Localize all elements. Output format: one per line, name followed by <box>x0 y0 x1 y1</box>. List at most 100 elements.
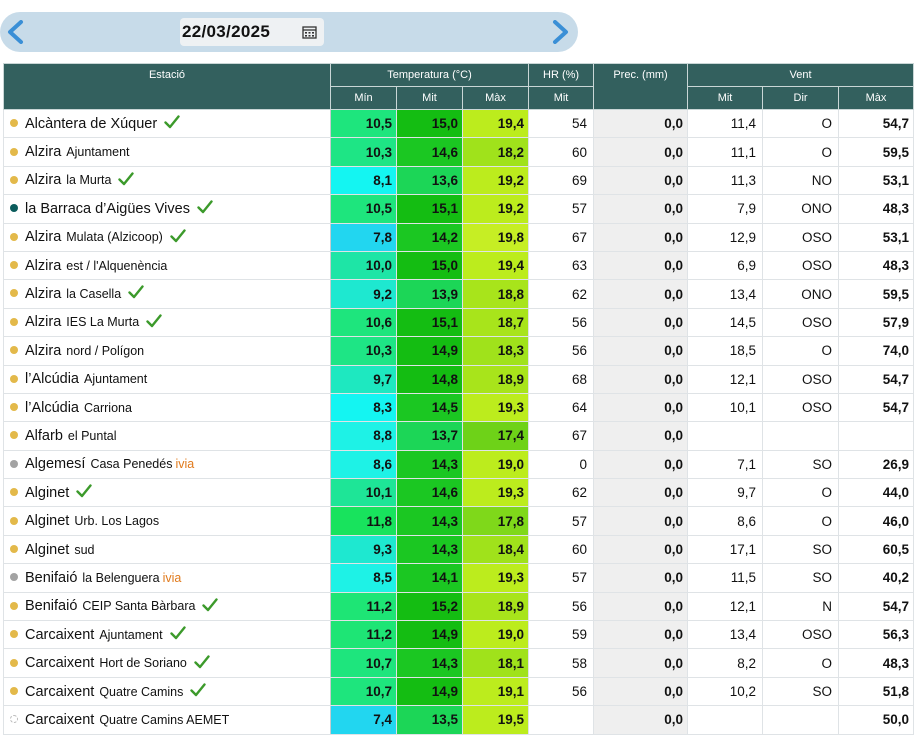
station-name[interactable]: l’Alcúdia <box>25 399 79 416</box>
station-cell[interactable]: Alzira est / l'Alquenència <box>3 250 331 281</box>
station-name[interactable]: Alzira <box>25 314 62 331</box>
previous-day-button[interactable] <box>0 12 30 52</box>
table-row[interactable]: Carcaixent Quatre Camins 10,7 14,9 19,1 56 0,0… <box>3 676 914 707</box>
table-row[interactable]: Alfarb el Puntal 8,8 13,7 17,4 67 0,0 <box>3 421 914 451</box>
station-name[interactable]: Carcaixent <box>25 683 95 700</box>
header-temperature[interactable]: Temperatura (°C) <box>329 63 530 87</box>
station-location[interactable]: IES La Murta <box>66 315 140 330</box>
header-hr-mit[interactable]: Mit <box>528 86 595 110</box>
station-location[interactable]: Carriona <box>84 400 132 415</box>
station-location[interactable]: est / l'Alquenència <box>66 258 168 273</box>
table-row[interactable]: Alzira est / l'Alquenència 10,0 15,0 19,4 63 0… <box>3 250 914 281</box>
station-name[interactable]: Alzira <box>25 172 62 189</box>
station-cell[interactable]: l’Alcúdia Carriona <box>3 392 331 423</box>
station-name[interactable]: Alginet <box>25 513 70 530</box>
table-row[interactable]: Alzira la Murta 8,1 13,6 19,2 69 0,0 11,3 NO 53,1 <box>3 165 914 196</box>
station-location[interactable]: Quatre Camins <box>99 684 184 699</box>
station-cell[interactable]: Alzira la Murta <box>3 165 331 196</box>
station-cell[interactable]: Carcaixent Quatre Camins AEMET <box>3 705 331 735</box>
station-cell[interactable]: Carcaixent Ajuntament <box>3 620 331 650</box>
station-name[interactable]: Alginet <box>25 541 70 558</box>
station-name[interactable]: Alzira <box>25 342 62 359</box>
station-location[interactable]: la Casella <box>66 287 122 302</box>
station-cell[interactable]: Alzira la Casella <box>3 279 331 309</box>
table-row[interactable]: Alginet sud 9,3 14,3 18,4 60 0,0 17,1 SO 60,5 <box>3 534 914 565</box>
station-location[interactable]: Quatre Camins AEMET <box>99 712 230 727</box>
table-row[interactable]: Algemesí Casa Penedés ivia 8,6 14,3 19,0 0 0,0 7… <box>3 449 914 480</box>
header-temp-mit[interactable]: Mit <box>396 86 463 110</box>
station-name[interactable]: Carcaixent <box>25 655 95 672</box>
station-location[interactable]: Urb. Los Lagos <box>74 514 160 529</box>
station-cell[interactable]: Alzira IES La Murta <box>3 307 331 338</box>
header-precipitation[interactable]: Prec. (mm) <box>593 63 689 110</box>
station-cell[interactable]: Alcàntera de Xúquer <box>3 108 331 139</box>
table-row[interactable]: Benifaió la Belenguera ivia 8,5 14,1 19,3 57 0,… <box>3 563 914 593</box>
station-location[interactable]: Casa Penedés <box>90 457 173 472</box>
station-name[interactable]: Alcàntera de Xúquer <box>25 115 158 132</box>
header-station[interactable]: Estació <box>3 63 331 110</box>
next-day-button[interactable] <box>546 12 576 52</box>
station-cell[interactable]: Alginet Urb. Los Lagos <box>3 506 331 536</box>
station-name[interactable]: Alzira <box>25 257 62 274</box>
station-name[interactable]: Benifaió <box>25 569 78 586</box>
table-row[interactable]: l’Alcúdia Carriona 8,3 14,5 19,3 64 0,0 10,1 OSO… <box>3 392 914 423</box>
station-location[interactable]: Hort de Soriano <box>99 656 187 671</box>
table-row[interactable]: Alzira nord / Polígon 10,3 14,9 18,3 56 0,0 18,… <box>3 336 914 366</box>
table-row[interactable]: Carcaixent Hort de Soriano 10,7 14,3 18,1 58 0… <box>3 648 914 678</box>
table-row[interactable]: Alcàntera de Xúquer 10,5 15,0 19,4 54 0,0 11,4… <box>3 108 914 139</box>
station-cell[interactable]: Alginet sud <box>3 534 331 565</box>
header-humidity[interactable]: HR (%) <box>528 63 595 87</box>
station-location[interactable]: la Belenguera <box>82 570 160 585</box>
table-row[interactable]: Carcaixent Quatre Camins AEMET 7,4 13,5 19,5… <box>3 705 914 735</box>
table-row[interactable]: Alzira Mulata (Alzicoop) 7,8 14,2 19,8 67 0,0 1… <box>3 222 914 252</box>
table-row[interactable]: Alzira la Casella 9,2 13,9 18,8 62 0,0 13,4 ONO 5… <box>3 279 914 309</box>
station-cell[interactable]: Benifaió la Belenguera ivia <box>3 563 331 593</box>
station-cell[interactable]: la Barraca d’Aigües Vives <box>3 194 331 224</box>
station-location[interactable]: nord / Polígon <box>66 343 145 358</box>
table-row[interactable]: Alginet 10,1 14,6 19,3 62 0,0 9,7 O 44,0 <box>3 478 914 508</box>
station-location[interactable]: el Puntal <box>67 428 117 443</box>
station-cell[interactable]: Carcaixent Hort de Soriano <box>3 648 331 678</box>
station-location[interactable]: Ajuntament <box>99 627 163 642</box>
table-row[interactable]: Carcaixent Ajuntament 11,2 14,9 19,0 59 0,0 13,… <box>3 620 914 650</box>
station-location[interactable]: Ajuntament <box>84 372 148 387</box>
header-temp-min[interactable]: Mín <box>330 86 397 110</box>
station-cell[interactable]: Alzira Mulata (Alzicoop) <box>3 222 331 252</box>
station-cell[interactable]: Carcaixent Quatre Camins <box>3 676 331 707</box>
station-name[interactable]: l’Alcúdia <box>25 371 79 388</box>
station-cell[interactable]: Alzira Ajuntament <box>3 137 331 167</box>
header-wind-mit[interactable]: Mit <box>687 86 764 110</box>
header-wind-max[interactable]: Màx <box>838 86 914 110</box>
station-location[interactable]: la Murta <box>66 173 112 188</box>
calendar-icon[interactable] <box>302 25 317 39</box>
station-location[interactable]: Mulata (Alzicoop) <box>66 230 163 245</box>
table-row[interactable]: Benifaió CEIP Santa Bàrbara 11,2 15,2 18,9 56… <box>3 591 914 622</box>
station-cell[interactable]: Alginet <box>3 478 331 508</box>
station-name[interactable]: Alginet <box>25 484 70 501</box>
station-cell[interactable]: Alzira nord / Polígon <box>3 336 331 366</box>
table-row[interactable]: Alginet Urb. Los Lagos 11,8 14,3 17,8 57 0,0 8,… <box>3 506 914 536</box>
station-name[interactable]: Benifaió <box>25 598 78 615</box>
station-name[interactable]: Algemesí <box>25 456 86 473</box>
station-cell[interactable]: Alfarb el Puntal <box>3 421 331 451</box>
date-field[interactable]: 22/03/2025 <box>180 18 324 46</box>
station-name[interactable]: la Barraca d’Aigües Vives <box>25 200 190 217</box>
station-name[interactable]: Alfarb <box>25 427 63 444</box>
station-location[interactable]: Ajuntament <box>66 145 130 160</box>
table-row[interactable]: Alzira Ajuntament 10,3 14,6 18,2 60 0,0 11,1 O 59… <box>3 137 914 167</box>
station-name[interactable]: Alzira <box>25 286 62 303</box>
station-name[interactable]: Carcaixent <box>25 626 95 643</box>
table-row[interactable]: Alzira IES La Murta 10,6 15,1 18,7 56 0,0 14,5 O… <box>3 307 914 338</box>
header-wind-dir[interactable]: Dir <box>762 86 840 110</box>
station-name[interactable]: Alzira <box>25 144 62 161</box>
table-row[interactable]: la Barraca d’Aigües Vives 10,5 15,1 19,2 57 0… <box>3 194 914 224</box>
station-cell[interactable]: l’Alcúdia Ajuntament <box>3 364 331 394</box>
table-row[interactable]: l’Alcúdia Ajuntament 9,7 14,8 18,9 68 0,0 12,1 O… <box>3 364 914 394</box>
station-name[interactable]: Carcaixent <box>25 711 95 728</box>
station-cell[interactable]: Benifaió CEIP Santa Bàrbara <box>3 591 331 622</box>
station-name[interactable]: Alzira <box>25 229 62 246</box>
header-wind[interactable]: Vent <box>687 63 914 87</box>
station-cell[interactable]: Algemesí Casa Penedés ivia <box>3 449 331 480</box>
station-location[interactable]: sud <box>74 542 95 557</box>
station-location[interactable]: CEIP Santa Bàrbara <box>82 599 196 614</box>
